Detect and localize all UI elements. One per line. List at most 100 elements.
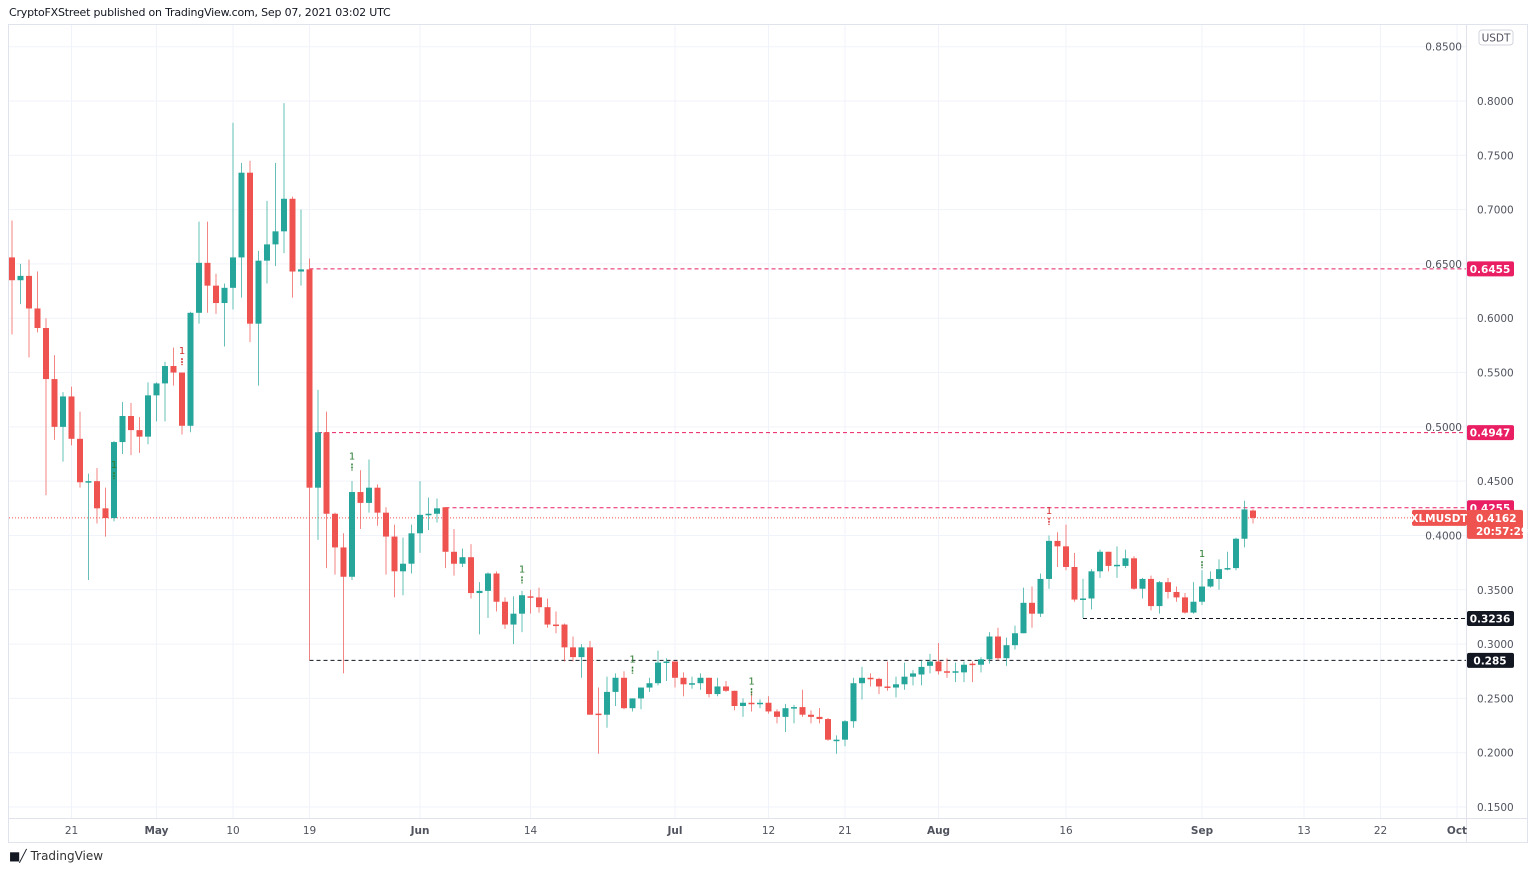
candle: [238, 162, 245, 298]
candle: [595, 687, 602, 754]
candle-body: [281, 198, 287, 232]
time-axis[interactable]: 21 May 10 19 Jun 14 Jul 12 21 Aug 16 Sep 13 22 Oct: [65, 825, 1467, 837]
x-tick-label: May: [144, 825, 168, 837]
candle: [731, 690, 738, 711]
candle: [213, 273, 219, 314]
horizontal-levels: [9, 268, 1466, 661]
candle-body: [306, 269, 313, 488]
y-tick-label: 0.5500: [1477, 368, 1514, 380]
candle-body: [34, 308, 41, 329]
x-tick-label: 12: [762, 825, 775, 837]
candle-body: [102, 508, 109, 519]
candle: [604, 676, 610, 728]
candle-body: [629, 698, 636, 709]
candle: [357, 470, 364, 529]
candle-body: [434, 508, 440, 514]
candle: [910, 670, 916, 686]
candle: [1054, 532, 1061, 567]
candle: [995, 627, 1001, 661]
candle-body: [816, 716, 823, 720]
candle: [578, 644, 585, 678]
price-axis[interactable]: 0.1500 0.2000 0.2500 0.3000 0.3500 0.4000 0.45…: [1425, 42, 1514, 814]
y-tick-label: 0.5000: [1425, 422, 1462, 434]
x-tick-label: 13: [1297, 825, 1310, 837]
candle-body: [986, 636, 993, 660]
candle: [264, 200, 270, 284]
candle-body: [1250, 510, 1256, 518]
candle-body: [26, 275, 32, 309]
y-tick-label: 0.2500: [1477, 693, 1514, 705]
candle: [519, 590, 525, 633]
y-tick-label: 0.6500: [1425, 259, 1462, 271]
x-tick-label: Jul: [667, 825, 683, 837]
candle-body: [901, 676, 908, 685]
y-tick-label: 0.3000: [1477, 639, 1514, 651]
candle-body: [1114, 564, 1120, 567]
candle-body: [510, 613, 517, 625]
level-label: 0.4947: [1470, 428, 1511, 440]
brand-name: TradingView: [30, 849, 104, 863]
candle: [587, 640, 593, 715]
candle: [1182, 593, 1188, 614]
candle-body: [468, 557, 474, 594]
candle: [391, 524, 398, 598]
candle-body: [1224, 568, 1231, 570]
candle-body: [1037, 578, 1044, 614]
y-tick-label: 0.6000: [1477, 313, 1514, 325]
marker-label: 1: [748, 676, 754, 687]
candle-body: [527, 596, 534, 598]
y-tick-label: 0.8000: [1477, 96, 1514, 108]
candle: [782, 703, 789, 733]
candle-body: [621, 677, 627, 709]
candle: [697, 673, 704, 690]
marker-label: 1: [179, 346, 185, 357]
candle-body: [578, 647, 585, 658]
candle-body: [612, 677, 619, 692]
candle: [536, 587, 542, 613]
currency-badge[interactable]: USDT: [1478, 29, 1514, 46]
candle-body: [961, 664, 967, 673]
candle-body: [765, 702, 772, 712]
candle-body: [1199, 586, 1205, 602]
candle: [77, 411, 83, 488]
candle-body: [595, 713, 602, 716]
candle: [34, 271, 41, 333]
candle-body: [842, 721, 848, 740]
candle: [119, 401, 126, 455]
candle: [952, 662, 959, 683]
candle: [128, 402, 134, 456]
candle-body: [544, 607, 551, 625]
candle-body: [1165, 582, 1171, 592]
candle: [1020, 587, 1027, 634]
candle: [281, 103, 287, 254]
candle: [187, 311, 194, 433]
candle: [145, 382, 151, 445]
candle: [876, 677, 882, 695]
candle: [459, 548, 466, 567]
candle-body: [230, 257, 236, 288]
candle: [850, 677, 857, 728]
candle-body: [952, 671, 959, 673]
level-label-bg: [1467, 425, 1514, 441]
candle-body: [170, 366, 177, 373]
candle: [1097, 549, 1103, 578]
candle-body: [1182, 597, 1188, 613]
candle-body: [995, 636, 1001, 659]
level-label: 0.285: [1473, 655, 1506, 667]
candle-body: [366, 487, 372, 503]
tradingview-brand[interactable]: ■╱ TradingView: [9, 849, 103, 863]
candle-body: [1156, 582, 1163, 607]
candle-body: [264, 244, 270, 261]
candle-body: [782, 708, 789, 717]
candle-body: [349, 492, 355, 577]
candle-body: [238, 172, 245, 258]
candle: [723, 681, 729, 692]
candle-body: [1029, 602, 1035, 614]
candle-body: [774, 711, 780, 717]
x-tick-label: 21: [838, 825, 851, 837]
candle: [451, 528, 457, 576]
candle-body: [255, 260, 262, 324]
candle-body: [825, 719, 831, 740]
candle: [901, 662, 908, 690]
